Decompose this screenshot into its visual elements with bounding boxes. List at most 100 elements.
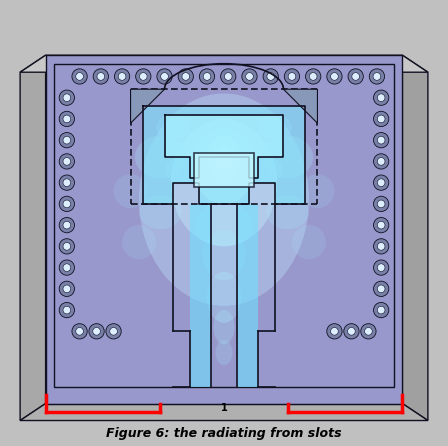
Polygon shape xyxy=(20,55,428,72)
Circle shape xyxy=(374,175,389,190)
Circle shape xyxy=(374,154,389,169)
Text: 1: 1 xyxy=(220,403,228,413)
Ellipse shape xyxy=(207,272,241,323)
Circle shape xyxy=(161,73,168,80)
Circle shape xyxy=(63,285,71,293)
Circle shape xyxy=(374,112,389,127)
Circle shape xyxy=(377,115,385,123)
Circle shape xyxy=(310,73,317,80)
Circle shape xyxy=(139,73,147,80)
Circle shape xyxy=(377,200,385,208)
Circle shape xyxy=(377,157,385,165)
Circle shape xyxy=(182,73,190,80)
Circle shape xyxy=(377,136,385,144)
Circle shape xyxy=(63,243,71,250)
Circle shape xyxy=(93,327,100,335)
Circle shape xyxy=(63,200,71,208)
Circle shape xyxy=(63,94,71,102)
Circle shape xyxy=(352,73,359,80)
Ellipse shape xyxy=(258,115,292,140)
Circle shape xyxy=(377,264,385,272)
Ellipse shape xyxy=(262,136,313,178)
Circle shape xyxy=(344,324,359,339)
Circle shape xyxy=(348,327,355,335)
Ellipse shape xyxy=(139,94,309,306)
Circle shape xyxy=(288,73,296,80)
Circle shape xyxy=(203,73,211,80)
Bar xyxy=(190,204,211,387)
Circle shape xyxy=(374,218,389,233)
Circle shape xyxy=(110,327,117,335)
Circle shape xyxy=(93,69,108,84)
Circle shape xyxy=(306,69,321,84)
Ellipse shape xyxy=(203,229,245,281)
Circle shape xyxy=(246,73,253,80)
Polygon shape xyxy=(130,89,164,123)
Ellipse shape xyxy=(301,174,335,208)
Circle shape xyxy=(242,69,257,84)
Circle shape xyxy=(59,239,74,254)
Polygon shape xyxy=(164,115,284,178)
Circle shape xyxy=(59,175,74,190)
Ellipse shape xyxy=(139,195,181,229)
Bar xyxy=(194,153,254,187)
Circle shape xyxy=(374,132,389,148)
Ellipse shape xyxy=(215,147,233,168)
Circle shape xyxy=(373,73,381,80)
Circle shape xyxy=(63,221,71,229)
Ellipse shape xyxy=(122,225,156,259)
Circle shape xyxy=(369,69,384,84)
Circle shape xyxy=(59,154,74,169)
Bar xyxy=(54,64,394,387)
Circle shape xyxy=(63,264,71,272)
Ellipse shape xyxy=(113,174,147,208)
Circle shape xyxy=(59,302,74,318)
Circle shape xyxy=(114,69,130,84)
Circle shape xyxy=(59,90,74,105)
Circle shape xyxy=(178,69,194,84)
Circle shape xyxy=(348,69,363,84)
Circle shape xyxy=(76,327,83,335)
Polygon shape xyxy=(20,404,428,421)
Circle shape xyxy=(327,69,342,84)
Text: Figure 6: the radiating from slots: Figure 6: the radiating from slots xyxy=(106,427,342,440)
Circle shape xyxy=(63,157,71,165)
Circle shape xyxy=(118,73,126,80)
Circle shape xyxy=(72,69,87,84)
Ellipse shape xyxy=(171,119,277,246)
Circle shape xyxy=(377,179,385,186)
Circle shape xyxy=(59,260,74,275)
Circle shape xyxy=(331,73,338,80)
Ellipse shape xyxy=(164,157,198,183)
Circle shape xyxy=(374,260,389,275)
Ellipse shape xyxy=(213,310,235,344)
Circle shape xyxy=(97,73,105,80)
Ellipse shape xyxy=(267,195,309,229)
Circle shape xyxy=(327,324,342,339)
Circle shape xyxy=(365,327,372,335)
Bar xyxy=(237,204,258,387)
Polygon shape xyxy=(402,55,428,421)
Circle shape xyxy=(59,132,74,148)
Circle shape xyxy=(377,94,385,102)
Circle shape xyxy=(377,306,385,314)
Ellipse shape xyxy=(207,136,241,178)
Ellipse shape xyxy=(215,340,233,365)
Circle shape xyxy=(374,196,389,211)
Circle shape xyxy=(377,221,385,229)
Circle shape xyxy=(72,324,87,339)
Circle shape xyxy=(59,112,74,127)
Circle shape xyxy=(267,73,275,80)
Circle shape xyxy=(377,243,385,250)
Circle shape xyxy=(331,327,338,335)
Circle shape xyxy=(284,69,300,84)
Circle shape xyxy=(377,285,385,293)
Circle shape xyxy=(374,90,389,105)
Circle shape xyxy=(157,69,172,84)
Circle shape xyxy=(224,73,232,80)
Circle shape xyxy=(374,239,389,254)
Ellipse shape xyxy=(250,157,284,183)
Circle shape xyxy=(374,302,389,318)
Circle shape xyxy=(59,281,74,297)
Circle shape xyxy=(59,196,74,211)
